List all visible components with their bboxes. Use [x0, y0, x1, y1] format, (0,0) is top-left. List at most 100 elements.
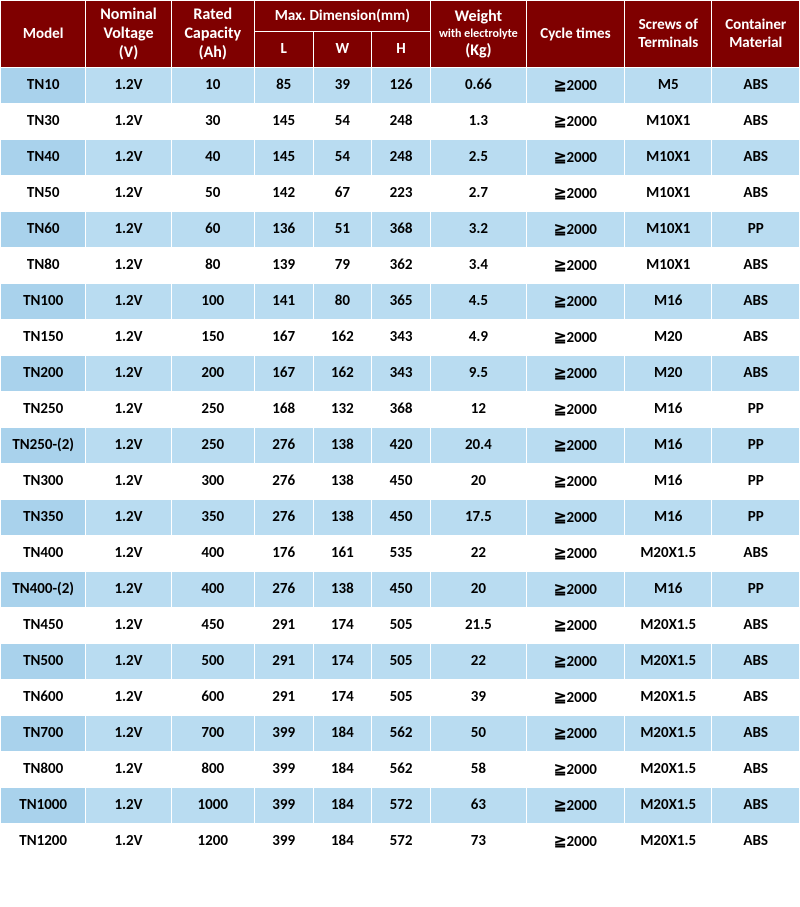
table-row: TN601.2V60136513683.2≧2000M10X1PP — [1, 211, 800, 247]
cell-screw: M16 — [624, 283, 711, 319]
table-row: TN250-(2)1.2V25027613842020.4≧2000M16PP — [1, 427, 800, 463]
cell-model: TN700 — [1, 715, 86, 751]
cell-material: ABS — [712, 715, 800, 751]
cell-material: ABS — [712, 139, 800, 175]
cell-screw: M20X1.5 — [624, 715, 711, 751]
cell-weight: 20 — [430, 463, 526, 499]
cell-weight: 22 — [430, 535, 526, 571]
cell-model: TN400-(2) — [1, 571, 86, 607]
cell-capacity: 1200 — [171, 823, 254, 859]
table-row: TN6001.2V60029117450539≧2000M20X1.5ABS — [1, 679, 800, 715]
cell-model: TN40 — [1, 139, 86, 175]
cell-voltage: 1.2V — [86, 355, 171, 391]
cell-material: PP — [712, 499, 800, 535]
cell-l: 291 — [254, 679, 313, 715]
cell-l: 276 — [254, 499, 313, 535]
cell-screw: M20 — [624, 355, 711, 391]
cell-model: TN250-(2) — [1, 427, 86, 463]
cell-capacity: 80 — [171, 247, 254, 283]
cell-material: ABS — [712, 67, 800, 103]
cell-capacity: 250 — [171, 427, 254, 463]
cell-cycle: ≧2000 — [526, 319, 624, 355]
cell-material: ABS — [712, 175, 800, 211]
cell-cycle: ≧2000 — [526, 751, 624, 787]
cell-capacity: 450 — [171, 607, 254, 643]
cell-cycle: ≧2000 — [526, 391, 624, 427]
cell-screw: M20X1.5 — [624, 751, 711, 787]
cell-material: ABS — [712, 643, 800, 679]
cell-w: 174 — [313, 607, 372, 643]
cell-capacity: 350 — [171, 499, 254, 535]
cell-l: 276 — [254, 463, 313, 499]
header-weight-sub: with electrolyte — [433, 27, 524, 41]
cell-h: 343 — [372, 319, 431, 355]
cell-weight: 4.9 — [430, 319, 526, 355]
cell-voltage: 1.2V — [86, 679, 171, 715]
cell-h: 562 — [372, 715, 431, 751]
cell-cycle: ≧2000 — [526, 67, 624, 103]
cell-l: 399 — [254, 715, 313, 751]
table-row: TN3001.2V30027613845020≧2000M16PP — [1, 463, 800, 499]
cell-w: 138 — [313, 571, 372, 607]
cell-voltage: 1.2V — [86, 571, 171, 607]
cell-model: TN300 — [1, 463, 86, 499]
cell-h: 126 — [372, 67, 431, 103]
cell-cycle: ≧2000 — [526, 211, 624, 247]
cell-weight: 4.5 — [430, 283, 526, 319]
header-cycle: Cycle times — [526, 1, 624, 68]
cell-cycle: ≧2000 — [526, 823, 624, 859]
header-capacity-label: Rated Capacity — [174, 5, 252, 43]
cell-capacity: 40 — [171, 139, 254, 175]
cell-model: TN600 — [1, 679, 86, 715]
cell-model: TN1000 — [1, 787, 86, 823]
cell-cycle: ≧2000 — [526, 787, 624, 823]
cell-l: 85 — [254, 67, 313, 103]
cell-l: 399 — [254, 751, 313, 787]
cell-cycle: ≧2000 — [526, 175, 624, 211]
cell-weight: 1.3 — [430, 103, 526, 139]
cell-weight: 0.66 — [430, 67, 526, 103]
cell-w: 184 — [313, 751, 372, 787]
cell-weight: 2.5 — [430, 139, 526, 175]
cell-w: 54 — [313, 139, 372, 175]
cell-l: 176 — [254, 535, 313, 571]
cell-weight: 2.7 — [430, 175, 526, 211]
cell-model: TN1200 — [1, 823, 86, 859]
cell-voltage: 1.2V — [86, 607, 171, 643]
cell-material: ABS — [712, 319, 800, 355]
cell-material: ABS — [712, 679, 800, 715]
table-row: TN501.2V50142672232.7≧2000M10X1ABS — [1, 175, 800, 211]
table-row: TN4001.2V40017616153522≧2000M20X1.5ABS — [1, 535, 800, 571]
cell-l: 167 — [254, 319, 313, 355]
cell-l: 291 — [254, 607, 313, 643]
header-voltage-unit: (V) — [88, 43, 168, 62]
cell-model: TN800 — [1, 751, 86, 787]
cell-voltage: 1.2V — [86, 247, 171, 283]
cell-model: TN150 — [1, 319, 86, 355]
cell-w: 79 — [313, 247, 372, 283]
cell-cycle: ≧2000 — [526, 247, 624, 283]
cell-weight: 21.5 — [430, 607, 526, 643]
header-weight-label: Weight — [433, 7, 524, 26]
cell-w: 54 — [313, 103, 372, 139]
cell-w: 138 — [313, 463, 372, 499]
cell-h: 368 — [372, 211, 431, 247]
cell-capacity: 250 — [171, 391, 254, 427]
table-row: TN1001.2V100141803654.5≧2000M16ABS — [1, 283, 800, 319]
table-row: TN401.2V40145542482.5≧2000M10X1ABS — [1, 139, 800, 175]
cell-l: 145 — [254, 139, 313, 175]
cell-voltage: 1.2V — [86, 175, 171, 211]
cell-h: 248 — [372, 139, 431, 175]
cell-material: ABS — [712, 823, 800, 859]
cell-model: TN80 — [1, 247, 86, 283]
cell-w: 67 — [313, 175, 372, 211]
cell-screw: M20X1.5 — [624, 643, 711, 679]
cell-w: 80 — [313, 283, 372, 319]
cell-w: 138 — [313, 499, 372, 535]
cell-cycle: ≧2000 — [526, 139, 624, 175]
cell-material: ABS — [712, 355, 800, 391]
table-header: Model Nominal Voltage (V) Rated Capacity… — [1, 1, 800, 68]
cell-material: ABS — [712, 535, 800, 571]
cell-screw: M20X1.5 — [624, 787, 711, 823]
cell-material: PP — [712, 427, 800, 463]
